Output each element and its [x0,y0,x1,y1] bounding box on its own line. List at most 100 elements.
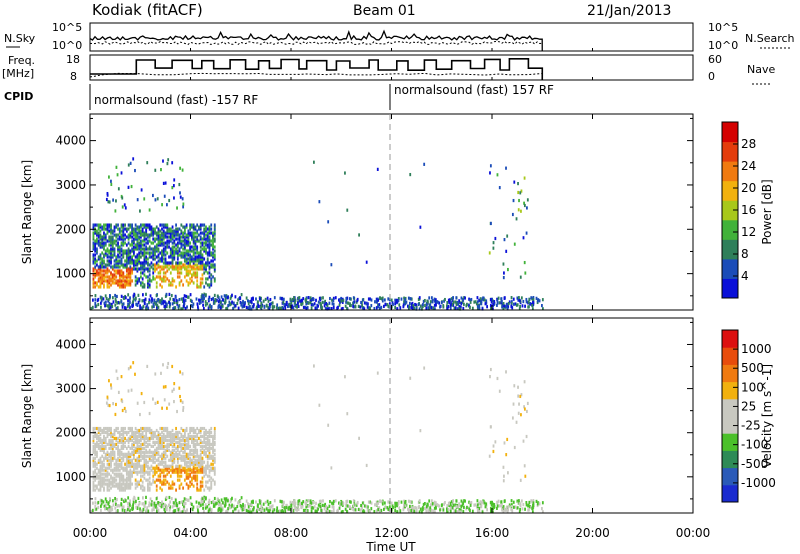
power-cell [185,273,188,277]
power-cell [111,267,114,271]
power-cell [239,296,242,300]
velocity-cell [123,499,125,504]
power-cell [129,225,132,229]
velocity-cell [143,468,146,472]
power-cell [293,298,296,302]
power-cell [106,263,109,267]
velocity-cell [122,442,125,446]
velocity-cell [339,501,342,505]
velocity-cell [99,436,102,441]
power-cell [127,255,130,259]
power-cell [176,251,179,255]
velocity-cell [157,446,160,450]
velocity-cell [476,499,479,503]
velocity-cell [176,470,179,474]
power-cell [120,241,123,245]
velocity-cell [497,499,500,503]
velocity-cells [90,361,544,514]
velocity-cell [139,458,142,462]
power-cell [127,227,130,231]
velocity-cell [395,501,398,506]
power-cell [127,279,130,283]
power-cell [143,225,146,229]
power-cell [194,241,197,245]
velocity-cell [205,430,207,435]
velocity-cell [143,434,146,439]
velocity-cell [127,460,130,464]
velocity-cell [199,501,202,506]
power-cell [162,299,165,303]
velocity-cell [154,460,156,464]
power-cell [166,225,169,229]
velocity-cell [244,504,246,508]
power-cell [94,247,97,251]
velocity-cell [450,500,453,504]
velocity-cell [493,503,496,507]
velocity-cell [377,501,380,505]
power-cell [325,302,328,306]
power-cell [127,237,130,241]
power-cell [191,231,193,235]
power-cell [282,300,285,305]
velocity-cell [463,499,465,503]
power-cell [205,227,207,231]
velocity-cell [124,452,126,456]
velocity-cell [143,472,146,476]
power-cell [205,277,207,281]
velocity-cell [113,472,116,476]
power-cell [198,255,200,259]
power-cell [171,247,174,251]
power-cell [156,303,159,307]
power-cell [208,305,211,309]
power-cell [207,297,210,302]
velocity-cell [157,462,160,466]
velocity-cell [152,432,155,437]
velocity-cell [389,509,392,513]
power-cell [212,296,215,301]
velocity-cell [210,466,213,470]
velocity-cell [519,478,522,482]
velocity-cell [131,442,134,446]
power-cell [97,223,100,227]
velocity-cell [205,480,207,484]
power-cell [99,263,102,267]
power-cell [161,235,163,239]
velocity-cell [94,442,97,446]
power-cell [208,271,211,275]
velocity-cell [137,496,140,501]
power-cell [139,233,142,237]
velocity-cell [153,501,156,505]
velocity-cell [189,464,192,468]
velocity-cell [92,482,95,486]
power-cell [125,257,128,261]
power-cell [187,231,190,235]
power-cell [154,277,156,281]
velocity-cell [410,505,413,509]
power-cell [182,265,185,269]
power-cell [202,303,204,307]
velocity-cell [118,440,121,445]
power-cell [239,300,242,305]
power-cell [173,257,176,261]
power-cell [108,275,111,279]
velocity-cell [127,474,130,478]
power-cell [138,261,141,265]
power-cell [518,299,521,303]
velocity-cell [150,482,153,486]
power-cell [164,235,167,239]
velocity-cell [263,508,266,512]
power-cell [110,279,112,283]
power-cell [92,259,95,263]
power-cell [192,251,195,255]
power-cell [97,257,100,261]
velocity-cell [147,509,150,513]
power-cell [510,301,513,306]
power-cell [433,303,436,307]
velocity-cell [194,466,197,470]
velocity-cell [120,462,123,466]
velocity-cell [232,504,235,508]
velocity-cell [108,446,111,450]
velocity-cell [225,510,227,514]
power-cell [124,227,126,231]
power-cell [106,271,109,275]
